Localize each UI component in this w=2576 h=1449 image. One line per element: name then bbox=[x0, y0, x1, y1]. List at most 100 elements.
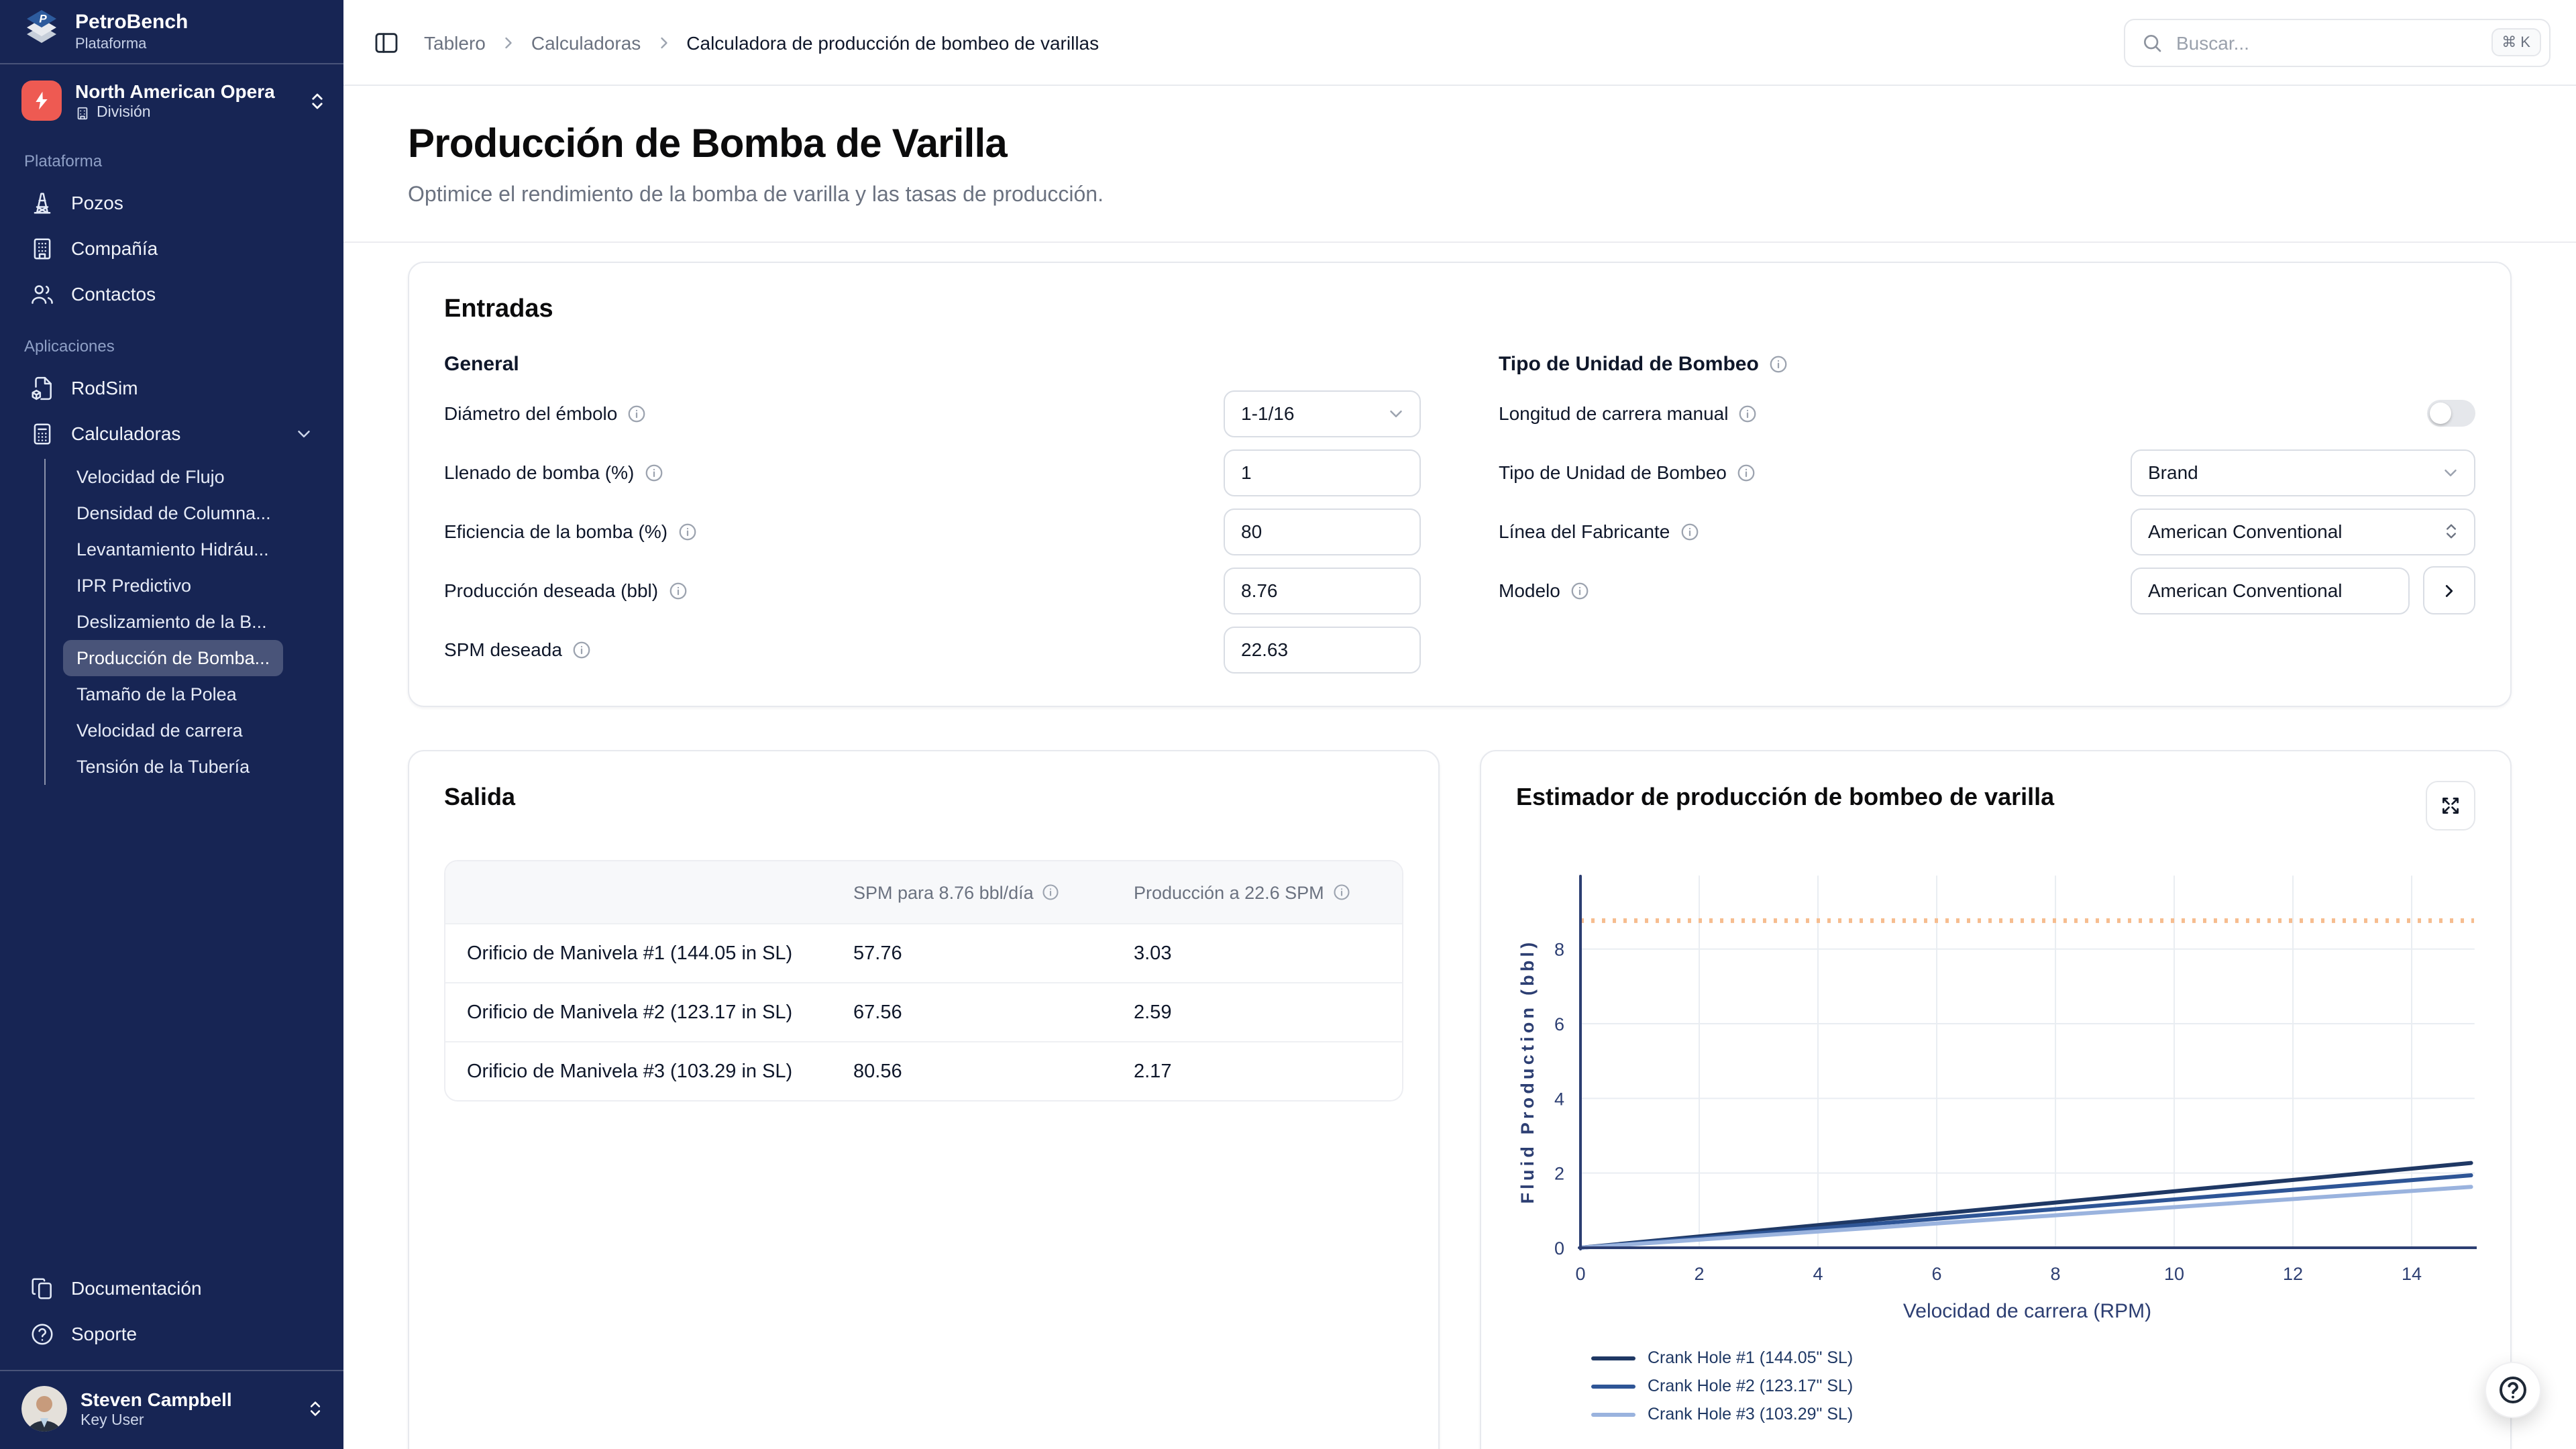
sidebar-nav: Plataforma Pozos Compañía Contactos A bbox=[0, 131, 343, 1265]
legend-item: Crank Hole #1 (144.05" SL) bbox=[1591, 1346, 2475, 1370]
submenu-item-velocidad-de-flujo[interactable]: Velocidad de Flujo bbox=[76, 467, 225, 487]
user-role: Key User bbox=[80, 1412, 144, 1429]
sidebar: P PetroBench Plataforma North American O… bbox=[0, 0, 343, 1449]
info-icon[interactable] bbox=[572, 639, 592, 659]
sidebar-item-label: RodSim bbox=[71, 377, 138, 398]
chart-expand-button[interactable] bbox=[2426, 781, 2475, 830]
legend-label: Crank Hole #3 (103.29" SL) bbox=[1648, 1405, 1854, 1424]
sidebar-item-soporte[interactable]: Soporte bbox=[16, 1311, 327, 1356]
info-icon[interactable] bbox=[667, 580, 688, 600]
info-icon[interactable] bbox=[1736, 462, 1756, 482]
svg-text:2: 2 bbox=[1694, 1264, 1704, 1284]
info-icon[interactable] bbox=[1768, 354, 1788, 374]
pump-fillage-input[interactable] bbox=[1224, 449, 1421, 496]
chevron-down-icon bbox=[298, 430, 310, 437]
sidebar-item-compania[interactable]: Compañía bbox=[16, 225, 327, 271]
expand-arrows-icon bbox=[2443, 798, 2459, 814]
breadcrumb-tablero[interactable]: Tablero bbox=[424, 32, 486, 53]
svg-text:14: 14 bbox=[2402, 1264, 2422, 1284]
pumping-unit-type-select[interactable]: Brand bbox=[2131, 449, 2475, 496]
table-cell: 3.03 bbox=[1134, 943, 1172, 964]
legend-swatch-crank-3 bbox=[1591, 1412, 1635, 1416]
sidebar-toggle-icon[interactable] bbox=[373, 29, 400, 56]
plunger-diameter-select[interactable]: 1-1/16 bbox=[1224, 390, 1421, 437]
breadcrumb: Tablero Calculadoras Calculadora de prod… bbox=[424, 32, 1099, 53]
breadcrumb-current: Calculadora de producción de bombeo de v… bbox=[686, 32, 1099, 53]
svg-text:Fluid Production (bbl): Fluid Production (bbl) bbox=[1517, 939, 1538, 1204]
desired-spm-input[interactable] bbox=[1224, 626, 1421, 673]
sidebar-item-calculadoras[interactable]: Calculadoras bbox=[16, 411, 327, 456]
svg-text:8: 8 bbox=[1554, 940, 1564, 960]
submenu-item-deslizamiento[interactable]: Deslizamiento de la B... bbox=[76, 612, 267, 632]
sidebar-divider bbox=[0, 1370, 343, 1371]
table-header-row: SPM para 8.76 bbl/día Producción a 22.6 … bbox=[445, 861, 1402, 923]
info-icon[interactable] bbox=[627, 403, 647, 423]
submenu-item-densidad-de-columna[interactable]: Densidad de Columna... bbox=[76, 503, 271, 523]
chevron-down-icon bbox=[2445, 469, 2457, 476]
output-card: Salida SPM para 8.76 bbl/día Producción … bbox=[408, 750, 1440, 1449]
info-icon[interactable] bbox=[1570, 580, 1590, 600]
breadcrumb-calculadoras[interactable]: Calculadoras bbox=[531, 32, 641, 53]
submenu-item-velocidad-de-carrera[interactable]: Velocidad de carrera bbox=[76, 720, 243, 741]
field-label: Longitud de carrera manual bbox=[1499, 402, 1729, 424]
sidebar-item-rodsim[interactable]: RodSim bbox=[16, 365, 327, 411]
derrick-icon bbox=[34, 192, 51, 213]
submenu-item-levantamiento-hidraulico[interactable]: Levantamiento Hidráu... bbox=[76, 539, 269, 559]
page-title: Producción de Bomba de Varilla bbox=[408, 122, 1008, 166]
help-circle-icon bbox=[32, 1323, 53, 1344]
table-cell: 67.56 bbox=[853, 1002, 902, 1023]
production-chart: 0 2 4 6 8 10 12 14 0 2 4 6 8 Velocidad de carrera (RP… bbox=[1517, 875, 2477, 1322]
table-row: Orificio de Manivela #2 (123.17 in SL) 6… bbox=[445, 982, 1402, 1041]
help-fab-button[interactable] bbox=[2485, 1362, 2541, 1418]
table-row: Orificio de Manivela #3 (103.29 in SL) 8… bbox=[445, 1041, 1402, 1100]
info-icon[interactable] bbox=[677, 521, 697, 541]
desired-production-input[interactable] bbox=[1224, 567, 1421, 614]
submenu-item-tension-de-la-tuberia[interactable]: Tensión de la Tubería bbox=[76, 757, 250, 777]
search-shortcut-badge: ⌘ K bbox=[2491, 28, 2541, 56]
submenu-item-tamano-de-la-polea[interactable]: Tamaño de la Polea bbox=[76, 684, 237, 704]
svg-text:4: 4 bbox=[1813, 1264, 1823, 1284]
pump-efficiency-input[interactable] bbox=[1224, 508, 1421, 555]
search-box[interactable]: ⌘ K bbox=[2124, 18, 2551, 66]
brand-header: P PetroBench Plataforma bbox=[0, 0, 343, 64]
org-switcher[interactable]: North American Opera División bbox=[0, 64, 343, 131]
manufacturer-line-select[interactable]: American Conventional bbox=[2131, 508, 2475, 555]
svg-text:12: 12 bbox=[2283, 1264, 2303, 1284]
svg-text:4: 4 bbox=[1554, 1089, 1564, 1109]
user-menu[interactable]: Steven Campbell Key User bbox=[0, 1371, 343, 1449]
sidebar-item-documentacion[interactable]: Documentación bbox=[16, 1265, 327, 1311]
model-input[interactable] bbox=[2131, 567, 2410, 614]
submenu-item-ipr-predictivo[interactable]: IPR Predictivo bbox=[76, 576, 192, 596]
model-browse-button[interactable] bbox=[2423, 566, 2475, 614]
lightning-bolt-icon bbox=[36, 91, 48, 110]
submenu-item-produccion-de-bomba[interactable]: Producción de Bomba... bbox=[63, 640, 284, 676]
info-icon[interactable] bbox=[1679, 521, 1699, 541]
search-input[interactable] bbox=[2174, 30, 2481, 54]
table-header-cell: SPM para 8.76 bbl/día bbox=[853, 882, 1034, 902]
chevrons-up-down-icon bbox=[312, 93, 323, 109]
inputs-column-pumping-unit: Tipo de Unidad de Bombeo Longitud de car… bbox=[1499, 343, 2475, 679]
file-box-icon bbox=[32, 376, 52, 400]
svg-text:6: 6 bbox=[1932, 1264, 1942, 1284]
nav-section-label: Aplicaciones bbox=[24, 337, 115, 356]
sidebar-item-contactos[interactable]: Contactos bbox=[16, 271, 327, 317]
table-cell: Orificio de Manivela #1 (144.05 in SL) bbox=[467, 943, 793, 964]
main-area: Tablero Calculadoras Calculadora de prod… bbox=[343, 0, 2576, 1449]
svg-text:P: P bbox=[39, 13, 47, 25]
calculator-icon bbox=[34, 423, 51, 444]
inputs-card: Entradas General Diámetro del émbolo bbox=[408, 262, 2512, 707]
legend-label: Crank Hole #1 (144.05" SL) bbox=[1648, 1348, 1854, 1367]
sidebar-item-pozos[interactable]: Pozos bbox=[16, 180, 327, 225]
svg-text:8: 8 bbox=[2051, 1264, 2061, 1284]
manual-stroke-length-toggle[interactable] bbox=[2427, 400, 2475, 427]
info-icon[interactable] bbox=[643, 462, 663, 482]
info-icon[interactable] bbox=[1042, 883, 1061, 902]
user-name: Steven Campbell bbox=[80, 1389, 232, 1411]
page-header: Producción de Bomba de Varilla Optimice … bbox=[343, 86, 2576, 243]
page-content: Producción de Bomba de Varilla Optimice … bbox=[343, 86, 2576, 1449]
info-icon[interactable] bbox=[1737, 403, 1758, 423]
info-icon[interactable] bbox=[1332, 883, 1351, 902]
field-label: Modelo bbox=[1499, 580, 1560, 601]
field-label: SPM deseada bbox=[444, 639, 562, 660]
